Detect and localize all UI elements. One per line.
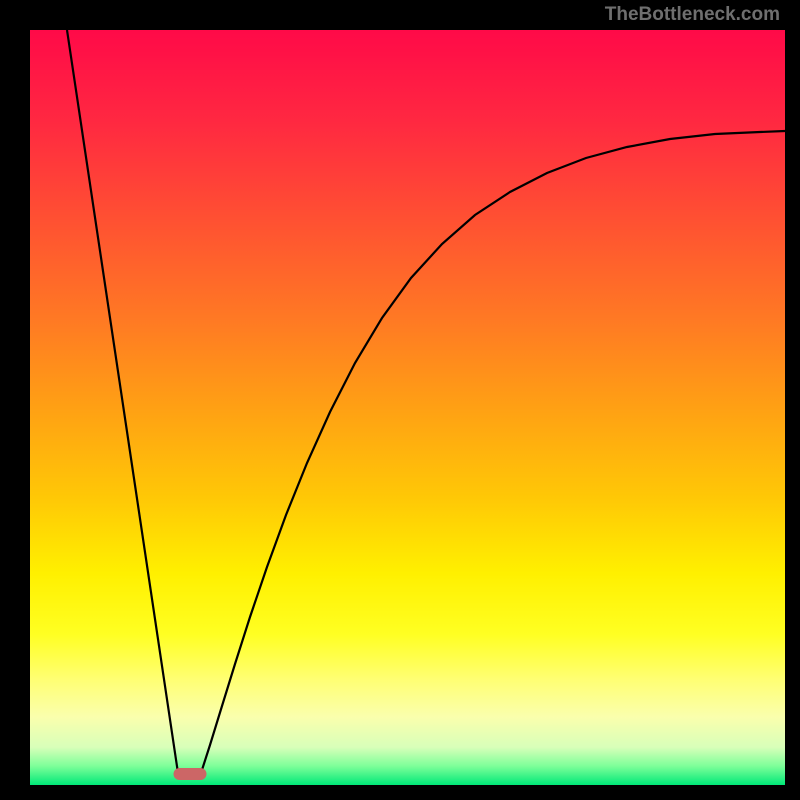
curve-left-segment (67, 30, 178, 773)
watermark-text: TheBottleneck.com (605, 4, 780, 26)
curve-right-segment (201, 131, 785, 773)
bottleneck-curve (0, 0, 800, 800)
chart-container: TheBottleneck.com (0, 0, 800, 800)
optimal-marker (174, 768, 207, 780)
